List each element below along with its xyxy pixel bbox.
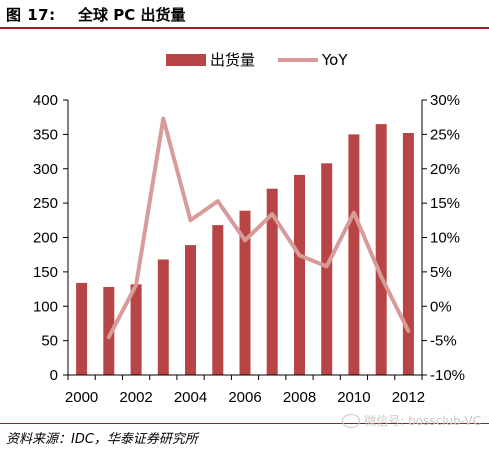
bar-2001 xyxy=(103,287,115,375)
y-right-tick-label: 15% xyxy=(430,195,460,212)
bar-2004 xyxy=(185,245,196,375)
legend-swatch-bar xyxy=(166,54,206,66)
y-right-tick-label: 25% xyxy=(430,126,460,143)
header-rule xyxy=(0,27,489,29)
source-note: 资料来源：IDC，华泰证券研究所 xyxy=(6,432,198,447)
bar-2011 xyxy=(375,124,387,375)
x-tick-label: 2006 xyxy=(228,389,261,406)
y-left-tick-label: 400 xyxy=(33,92,58,109)
y-right-tick-label: 10% xyxy=(430,230,460,247)
x-tick-label: 2002 xyxy=(119,389,152,406)
y-right-tick-label: 30% xyxy=(430,92,460,109)
bar-2007 xyxy=(266,188,278,375)
y-right-tick-label: 5% xyxy=(430,264,452,281)
legend-label-line: YoY xyxy=(321,51,348,69)
figure-header: 图 17: 全球 PC 出货量 xyxy=(0,0,489,29)
legend-label-bar: 出货量 xyxy=(210,51,255,69)
bar-2012 xyxy=(402,133,414,375)
y-left-tick-label: 350 xyxy=(33,126,58,143)
bar-2002 xyxy=(130,284,142,376)
x-tick-label: 2012 xyxy=(392,389,425,406)
y-left-tick-label: 0 xyxy=(50,367,58,384)
x-tick-label: 2010 xyxy=(337,389,370,406)
y-left-tick-label: 150 xyxy=(33,264,58,281)
figure-label: 图 17: xyxy=(6,6,56,24)
watermark: 微信号: bossclub-VC xyxy=(342,412,481,429)
bar-series xyxy=(76,124,414,376)
x-tick-label: 2008 xyxy=(283,389,316,406)
y-left-tick-label: 50 xyxy=(41,333,58,350)
bar-2010 xyxy=(348,134,360,375)
axes: 0 50 100 150 200 250 300 350 400 -10% -5% 0% 5% 10% 15… xyxy=(33,92,465,406)
bar-2009 xyxy=(321,163,333,376)
figure-title: 全球 PC 出货量 xyxy=(78,6,186,24)
yoy-line xyxy=(106,116,411,340)
bar-2006 xyxy=(239,210,251,375)
y-left-tick-label: 200 xyxy=(33,230,58,247)
y-right-tick-label: -5% xyxy=(430,333,457,350)
bar-2008 xyxy=(294,174,305,375)
y-right-tick-label: 20% xyxy=(430,161,460,178)
bar-2005 xyxy=(212,225,224,375)
y-left-tick-label: 100 xyxy=(33,298,58,315)
watermark-text: 微信号: bossclub-VC xyxy=(364,414,481,428)
wechat-icon xyxy=(342,413,361,428)
y-right-tick-label: -10% xyxy=(430,367,465,384)
footer-rule xyxy=(0,423,489,424)
y-left-tick-label: 300 xyxy=(33,161,58,178)
chart: 出货量 YoY 050100150200250300350400-10%-5%0… xyxy=(33,51,465,406)
legend: 出货量 YoY xyxy=(166,51,348,69)
y-right-tick-label: 0% xyxy=(430,298,452,315)
y-left-tick-label: 250 xyxy=(33,195,58,212)
bar-2003 xyxy=(157,259,169,375)
bar-2000 xyxy=(76,282,88,375)
line-series xyxy=(106,116,411,340)
x-tick-label: 2004 xyxy=(174,389,207,406)
x-tick-label: 2000 xyxy=(65,389,98,406)
